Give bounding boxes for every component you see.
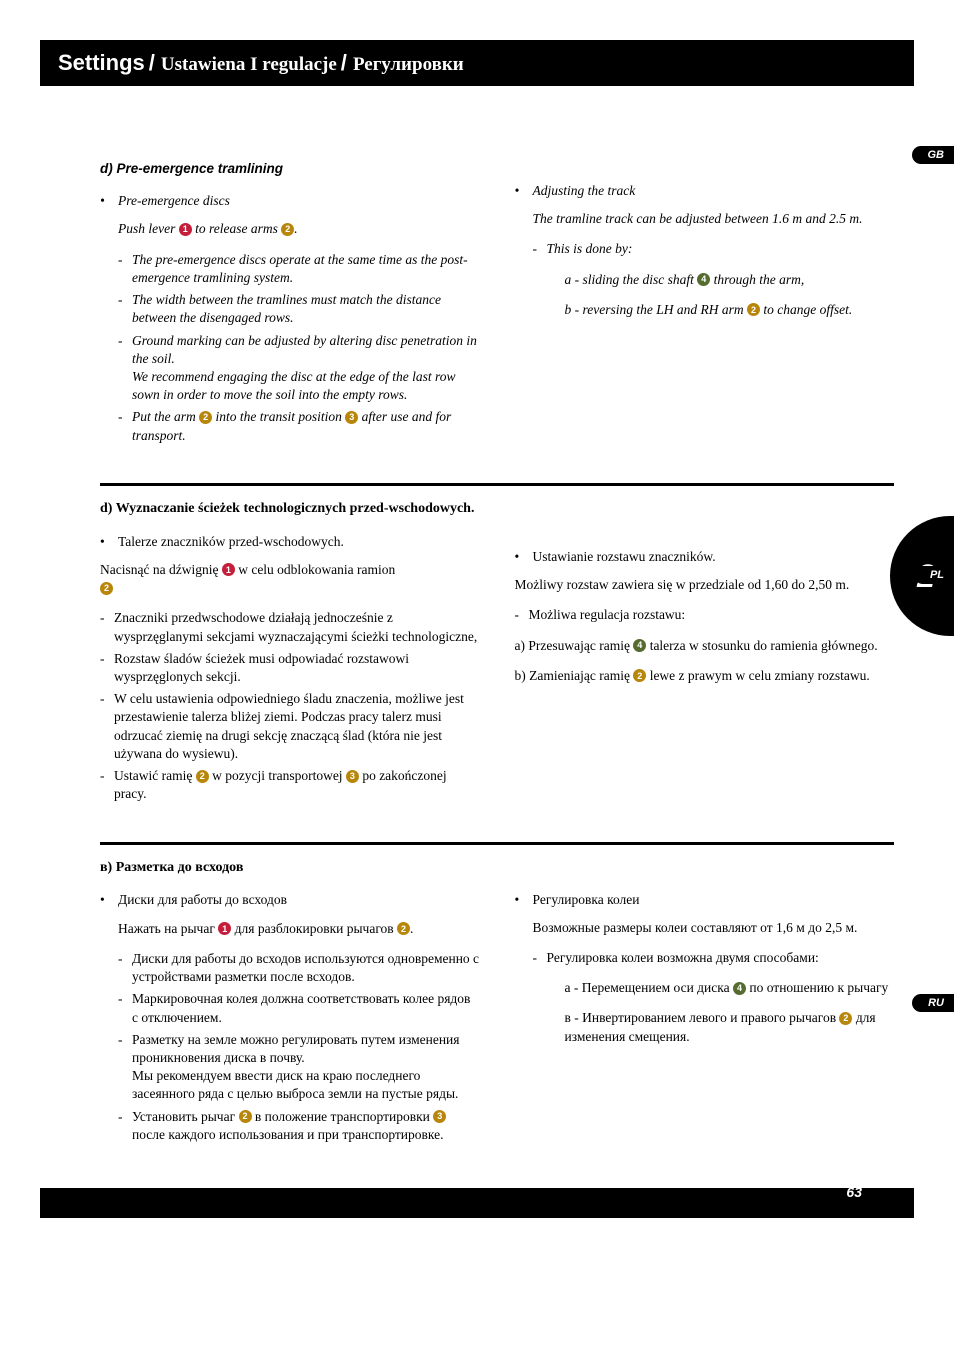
gb-push-1: Push lever — [118, 221, 179, 236]
ru-l-d3b: Мы рекомендуем ввести диск на краю после… — [132, 1068, 458, 1101]
pl-r-b2: lewe z prawym w celu zmiany rozstawu. — [646, 668, 869, 683]
gb-push-2: to release arms — [192, 221, 282, 236]
pl-l-d4a: Ustawić ramię — [114, 768, 196, 783]
ru-l-d4c: после каждого использования и при трансп… — [132, 1127, 444, 1142]
header-sep-1: / — [149, 50, 161, 75]
gb-r-b2: to change offset. — [760, 302, 852, 317]
gb-l-d1: The pre-emergence discs operate at the s… — [132, 251, 480, 287]
badge-2-icon: 2 — [839, 1012, 852, 1025]
badge-3-icon: 3 — [346, 770, 359, 783]
lang-tab-pl: PL — [914, 566, 954, 584]
header-title-1: Settings — [58, 50, 145, 75]
badge-2-icon: 2 — [633, 669, 646, 682]
pl-l-d1: Znaczniki przedwschodowe działają jednoc… — [114, 609, 480, 645]
gb-l-d4b: into the transit position — [212, 409, 345, 424]
pl-left-col: d) Wyznaczanie ścieżek technologicznych … — [100, 486, 480, 808]
footer-bar: 63 — [40, 1188, 914, 1218]
gb-l-d3b: We recommend engaging the disc at the ed… — [132, 369, 456, 402]
pl-r-d1: Możliwa regulacja rozstawu: — [529, 606, 686, 624]
badge-4-icon: 4 — [733, 982, 746, 995]
gb-push-3: . — [294, 221, 297, 236]
gb-r-a1: a - sliding the disc shaft — [565, 272, 698, 287]
ru-n1: Нажать на рычаг — [118, 921, 218, 936]
ru-r-a1: а - Перемещением оси диска — [565, 980, 734, 995]
badge-3-icon: 3 — [433, 1110, 446, 1123]
lang-tab-ru: RU — [912, 994, 954, 1012]
pl-r-bullet: Ustawianie rozstawu znaczników. — [533, 548, 716, 566]
badge-2-icon: 2 — [196, 770, 209, 783]
header-sep-2: / — [341, 50, 353, 75]
gb-l-d3a: Ground marking can be adjusted by alteri… — [132, 333, 477, 366]
ru-l-bullet: Диски для работы до всходов — [118, 891, 287, 909]
section-gb: d) Pre-emergence tramlining •Pre-emergen… — [100, 146, 894, 449]
ru-l-d2: Маркировочная колея должна соответствова… — [132, 990, 480, 1026]
badge-2-icon: 2 — [100, 582, 113, 595]
ru-r-b1: в - Инвертированием левого и правого рыч… — [565, 1010, 840, 1025]
ru-n3: . — [410, 921, 413, 936]
badge-2-icon: 2 — [239, 1110, 252, 1123]
ru-l-d4a: Установить рычаг — [132, 1109, 239, 1124]
pl-heading: d) Wyznaczanie ścieżek technologicznych … — [100, 500, 480, 519]
ru-l-d1: Диски для работы до всходов используются… — [132, 950, 480, 986]
gb-r-b1: b - reversing the LH and RH arm — [565, 302, 747, 317]
pl-r-b1: b) Zamieniając ramię — [515, 668, 634, 683]
gb-l-bullet: Pre-emergence discs — [118, 192, 230, 210]
ru-r-p1: Возможные размеры колеи составляют от 1,… — [515, 919, 895, 937]
badge-1-icon: 1 — [179, 223, 192, 236]
pl-r-a2: talerza w stosunku do ramienia głównego. — [646, 638, 877, 653]
pl-l-d4b: w pozycji transportowej — [209, 768, 346, 783]
ru-l-d3a: Разметку на земле можно регулировать пут… — [132, 1032, 460, 1065]
gb-r-bullet: Adjusting the track — [533, 182, 636, 200]
badge-2-icon: 2 — [199, 411, 212, 424]
badge-4-icon: 4 — [697, 273, 710, 286]
lang-tab-gb: GB — [912, 146, 954, 164]
badge-1-icon: 1 — [222, 563, 235, 576]
gb-heading: d) Pre-emergence tramlining — [100, 160, 480, 178]
ru-right-col: •Регулировка колеи Возможные размеры кол… — [515, 845, 895, 1149]
ru-heading: в) Разметка до всходов — [100, 859, 480, 878]
pl-r-a1: a) Przesuwając ramię — [515, 638, 634, 653]
section-pl: d) Wyznaczanie ścieżek technologicznych … — [100, 486, 894, 808]
badge-1-icon: 1 — [218, 922, 231, 935]
gb-r-a2: through the arm, — [710, 272, 804, 287]
badge-3-icon: 3 — [345, 411, 358, 424]
pl-l-d3: W celu ustawienia odpowiedniego śladu zn… — [114, 690, 480, 763]
header-bar: Settings / Ustawiena I regulacje / Регул… — [40, 40, 914, 86]
pl-right-col: •Ustawianie rozstawu znaczników. Możliwy… — [515, 486, 895, 808]
ru-r-a2: по отношению к рычагу — [746, 980, 888, 995]
ru-n2: для разблокировки рычагов — [231, 921, 397, 936]
gb-left-col: d) Pre-emergence tramlining •Pre-emergen… — [100, 146, 480, 449]
badge-2-icon: 2 — [747, 303, 760, 316]
badge-2-icon: 2 — [397, 922, 410, 935]
section-ru: в) Разметка до всходов •Диски для работы… — [100, 845, 894, 1149]
ru-r-bullet: Регулировка колеи — [533, 891, 640, 909]
badge-4-icon: 4 — [633, 639, 646, 652]
ru-l-d4b: в положение транспортировки — [252, 1109, 434, 1124]
gb-r-p1: The tramline track can be adjusted betwe… — [515, 210, 895, 228]
gb-l-d2: The width between the tramlines must mat… — [132, 291, 480, 327]
ru-r-d1: Регулировка колеи возможна двумя способа… — [547, 949, 819, 967]
pl-n1: Nacisnąć na dźwignię — [100, 562, 222, 577]
pl-l-d2: Rozstaw śladów ścieżek musi odpowiadać r… — [114, 650, 480, 686]
gb-r-d1: This is done by: — [547, 240, 633, 258]
pl-n2: w celu odblokowania ramion — [235, 562, 395, 577]
pl-l-bullet: Talerze znaczników przed-wschodowych. — [118, 533, 344, 551]
pl-r-p1: Możliwy rozstaw zawiera się w przedziale… — [515, 576, 895, 594]
ru-left-col: в) Разметка до всходов •Диски для работы… — [100, 845, 480, 1149]
page-content: GB 2 PL RU d) Pre-emergence tramlining •… — [0, 86, 954, 1188]
gb-l-d4a: Put the arm — [132, 409, 199, 424]
gb-right-col: •Adjusting the track The tramline track … — [515, 146, 895, 449]
header-title-2: Ustawiena I regulacje — [161, 54, 337, 75]
header-title-3: Регулировки — [353, 54, 464, 75]
page-number: 63 — [846, 1184, 862, 1200]
badge-2-icon: 2 — [281, 223, 294, 236]
